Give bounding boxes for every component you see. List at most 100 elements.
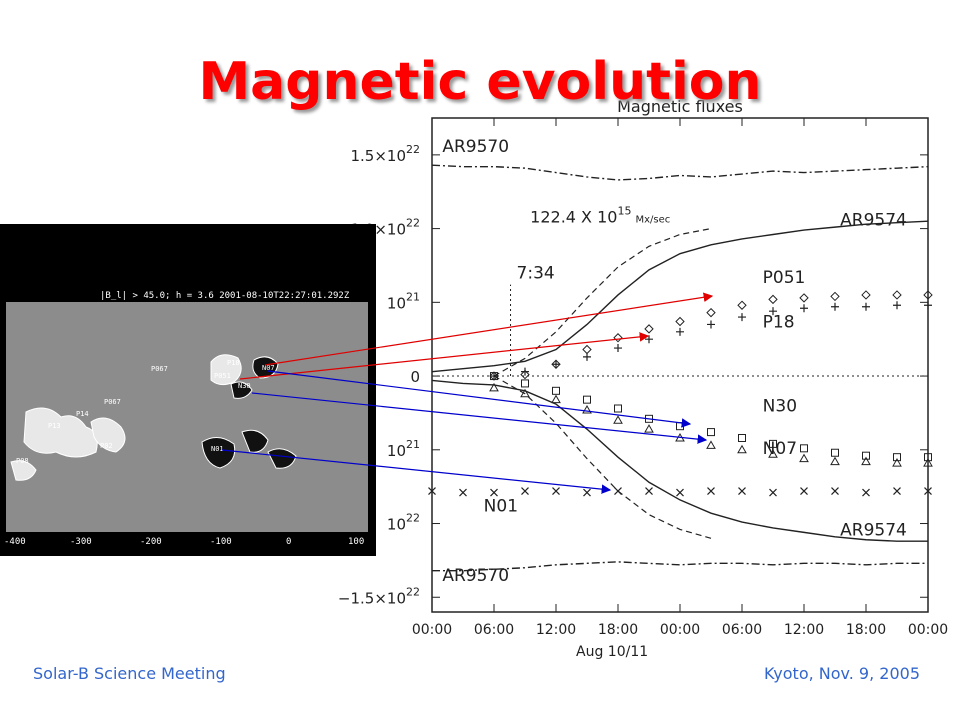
data-point-p18 bbox=[552, 360, 560, 369]
data-point-n07 bbox=[861, 456, 871, 466]
y-tick-label: 1021 bbox=[387, 438, 420, 460]
data-point-p18 bbox=[893, 301, 901, 310]
data-point-p18 bbox=[924, 301, 932, 310]
data-point-n30 bbox=[645, 414, 653, 423]
magnetogram-header: |B_l| > 45.0; h = 3.6 2001-08-10T22:27:0… bbox=[100, 291, 350, 301]
data-point-p18 bbox=[738, 313, 746, 322]
data-point-p051 bbox=[644, 324, 654, 334]
series-line-ar9574 bbox=[431, 379, 928, 542]
data-point-n01 bbox=[831, 487, 839, 496]
data-point-p051 bbox=[613, 333, 623, 343]
x-tick-label: 12:00 bbox=[784, 622, 824, 638]
data-point-n30 bbox=[893, 453, 901, 462]
data-point-n07 bbox=[582, 404, 592, 414]
region-label: P13 bbox=[48, 422, 61, 430]
data-point-p051 bbox=[737, 300, 747, 310]
data-point-n07 bbox=[613, 415, 623, 424]
footer-location-date: Kyoto, Nov. 9, 2005 bbox=[763, 664, 920, 683]
data-point-p051 bbox=[830, 291, 840, 302]
magnetogram-x-tick: -200 bbox=[140, 537, 162, 547]
data-point-n30 bbox=[521, 379, 529, 388]
data-point-p051 bbox=[923, 290, 933, 300]
data-point-p051 bbox=[861, 290, 871, 300]
data-point-n01 bbox=[769, 488, 777, 497]
data-point-n01 bbox=[893, 487, 901, 496]
data-point-n07 bbox=[737, 444, 747, 454]
data-point-n07 bbox=[892, 458, 902, 467]
series-label: N30 bbox=[763, 396, 797, 416]
data-point-p18 bbox=[676, 327, 684, 336]
data-point-n30 bbox=[676, 422, 684, 431]
data-point-p18 bbox=[831, 302, 839, 311]
magnetogram-x-tick: -300 bbox=[70, 537, 92, 547]
data-point-n07 bbox=[644, 424, 654, 433]
series-line-ar9570 bbox=[431, 164, 929, 181]
data-point-n30 bbox=[583, 395, 591, 404]
region-label: P02 bbox=[100, 442, 113, 450]
flux-rate-annotation: 122.4 X 1015Mx/sec bbox=[530, 205, 670, 227]
data-point-p051 bbox=[706, 307, 716, 318]
footer-meeting-name: Solar-B Science Meeting bbox=[33, 664, 226, 683]
series-line-ar9570 bbox=[432, 561, 928, 572]
x-tick-label: 00:00 bbox=[908, 622, 948, 638]
data-point-p051 bbox=[675, 316, 685, 327]
data-point-n01 bbox=[707, 487, 715, 496]
series-label: P18 bbox=[763, 312, 795, 332]
data-point-p18 bbox=[614, 344, 622, 353]
data-point-n30 bbox=[707, 428, 715, 437]
magnetogram-x-tick: -400 bbox=[4, 537, 26, 547]
data-point-n30 bbox=[800, 444, 808, 453]
data-point-n01 bbox=[552, 487, 560, 496]
data-point-n07 bbox=[830, 456, 840, 466]
x-tick-label: 06:00 bbox=[722, 622, 762, 638]
region-label: P051 bbox=[214, 372, 231, 380]
x-tick-label: 00:00 bbox=[660, 622, 700, 638]
magnetogram-field: P18 P051 N07 N30 N01 P067 P067 P14 P13 P… bbox=[6, 302, 368, 532]
y-tick-label: 1021 bbox=[387, 290, 420, 312]
data-point-n01 bbox=[924, 487, 932, 496]
x-tick-label: 00:00 bbox=[412, 622, 452, 638]
data-point-n30 bbox=[769, 439, 777, 448]
data-point-p051 bbox=[768, 294, 778, 305]
x-tick-label: 18:00 bbox=[598, 622, 638, 638]
data-point-p18 bbox=[707, 320, 715, 329]
x-tick-label: 06:00 bbox=[474, 622, 514, 638]
data-point-n01 bbox=[738, 487, 746, 496]
magnetogram-x-tick: 100 bbox=[348, 537, 365, 547]
data-point-n07 bbox=[675, 432, 685, 442]
region-label: N01 bbox=[211, 445, 224, 453]
y-tick-label: 1022 bbox=[387, 512, 420, 534]
magnetogram-x-tick: -100 bbox=[210, 537, 232, 547]
series-label: P051 bbox=[763, 268, 806, 288]
x-tick-label: 18:00 bbox=[846, 622, 886, 638]
data-point-n01 bbox=[800, 487, 808, 496]
data-point-p18 bbox=[862, 302, 870, 311]
data-point-p051 bbox=[799, 293, 809, 303]
data-point-n01 bbox=[459, 488, 467, 497]
data-point-p18 bbox=[521, 367, 529, 376]
magnetogram-regions bbox=[6, 302, 368, 532]
slide-title: Magnetic evolution bbox=[198, 52, 762, 112]
region-label: P08 bbox=[16, 457, 29, 465]
data-point-n01 bbox=[583, 488, 591, 497]
data-point-p18 bbox=[490, 372, 498, 381]
data-point-n07 bbox=[923, 458, 933, 467]
data-point-n07 bbox=[799, 453, 809, 463]
region-label: N30 bbox=[238, 382, 251, 390]
event-time-label: 7:34 bbox=[517, 264, 555, 284]
data-point-n01 bbox=[676, 488, 684, 497]
region-label: P14 bbox=[76, 410, 89, 418]
series-label: AR9574 bbox=[840, 520, 907, 540]
x-axis-label: Aug 10/11 bbox=[576, 644, 648, 660]
y-tick-label: 0 bbox=[410, 368, 420, 386]
data-point-n30 bbox=[552, 386, 560, 395]
region-label: N07 bbox=[262, 364, 275, 372]
region-label: P067 bbox=[151, 365, 168, 373]
data-point-n30 bbox=[924, 453, 932, 462]
data-point-n30 bbox=[614, 404, 622, 413]
data-point-p18 bbox=[645, 335, 653, 344]
data-point-p18 bbox=[800, 304, 808, 313]
region-label: P067 bbox=[104, 398, 121, 406]
series-label: N01 bbox=[484, 497, 518, 517]
magnetogram-image: |B_l| > 45.0; h = 3.6 2001-08-10T22:27:0… bbox=[0, 224, 376, 556]
